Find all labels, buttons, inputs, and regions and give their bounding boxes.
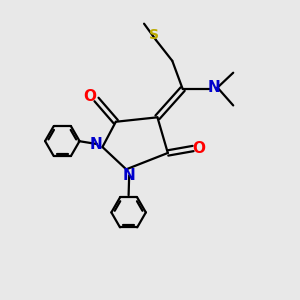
Text: S: S: [149, 28, 160, 42]
Text: N: N: [90, 136, 103, 152]
Text: N: N: [208, 80, 221, 95]
Text: O: O: [193, 141, 206, 156]
Text: O: O: [83, 89, 97, 104]
Text: N: N: [123, 168, 136, 183]
